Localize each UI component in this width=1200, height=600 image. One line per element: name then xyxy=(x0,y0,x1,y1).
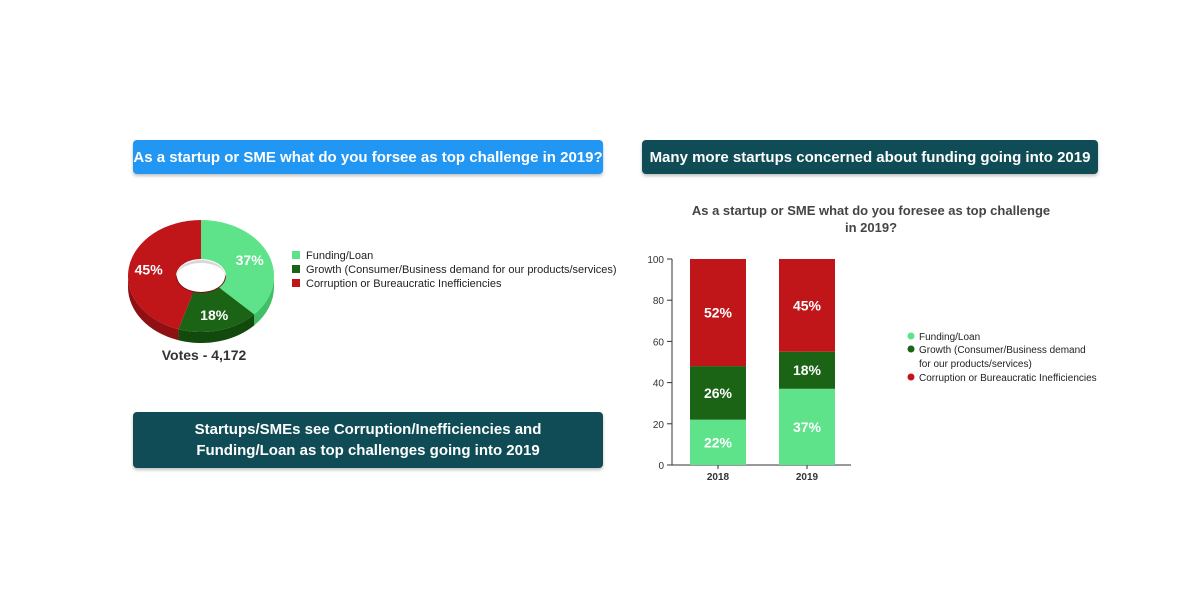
pie-legend-swatch xyxy=(292,279,300,287)
bar-segment-corruption xyxy=(779,259,835,352)
pie-legend-label: Funding/Loan xyxy=(306,250,373,262)
donut-side-1 xyxy=(178,314,255,343)
bar-chart-title: As a startup or SME what do you foresee … xyxy=(692,203,1050,218)
y-tick-label: 20 xyxy=(653,420,665,431)
bar-value-label: 22% xyxy=(704,434,733,450)
funding-concern-banner: Many more startups concerned about fundi… xyxy=(642,140,1098,174)
bar-legend-label: Corruption or Bureaucratic Inefficiencie… xyxy=(919,373,1097,384)
bar-legend-marker xyxy=(907,345,915,353)
bar-segment-corruption xyxy=(690,259,746,367)
donut-hole xyxy=(177,260,225,292)
bar-legend-label: Growth (Consumer/Business demand xyxy=(919,345,1086,356)
x-tick-label: 2019 xyxy=(796,472,819,483)
bar-segment-growth xyxy=(779,351,835,389)
bar-value-label: 52% xyxy=(704,305,733,321)
pie-legend-swatch xyxy=(292,251,300,259)
bar-legend-label: for our products/services) xyxy=(919,359,1032,370)
donut-side-2 xyxy=(128,276,179,341)
pie-legend-swatch xyxy=(292,265,300,273)
donut-value-label: 37% xyxy=(236,252,265,268)
donut-slice-funding xyxy=(201,220,274,315)
donut-slice-corruption xyxy=(128,220,201,330)
bar-value-label: 18% xyxy=(793,362,822,378)
bar-value-label: 26% xyxy=(704,385,733,401)
y-tick-label: 80 xyxy=(653,296,665,307)
pie-legend-label: Growth (Consumer/Business demand for our… xyxy=(306,264,617,276)
bar-segment-funding xyxy=(690,419,746,465)
votes-label: Votes - 4,172 xyxy=(162,347,247,363)
y-tick-label: 60 xyxy=(653,337,665,348)
donut-value-label: 45% xyxy=(135,262,164,278)
donut-side-0 xyxy=(254,276,274,326)
bar-value-label: 45% xyxy=(793,297,822,313)
donut-hole-shade xyxy=(177,260,225,276)
survey-question-banner: As a startup or SME what do you forsee a… xyxy=(133,140,603,174)
bar-legend-marker xyxy=(907,373,915,381)
summary-banner: Startups/SMEs see Corruption/Inefficienc… xyxy=(133,412,603,468)
bar-segment-funding xyxy=(779,388,835,465)
pie-legend-label: Corruption or Bureaucratic Inefficiencie… xyxy=(306,278,502,290)
bar-chart-title: in 2019? xyxy=(845,220,897,235)
y-tick-label: 0 xyxy=(658,461,664,472)
donut-slice-growth xyxy=(178,287,255,332)
y-tick-label: 40 xyxy=(653,379,665,390)
donut-value-label: 18% xyxy=(200,307,229,323)
bar-value-label: 37% xyxy=(793,419,822,435)
x-tick-label: 2018 xyxy=(707,472,730,483)
bar-legend-label: Funding/Loan xyxy=(919,332,980,343)
y-tick-label: 100 xyxy=(647,255,664,266)
bar-legend-marker xyxy=(907,332,915,340)
bar-segment-growth xyxy=(690,366,746,420)
